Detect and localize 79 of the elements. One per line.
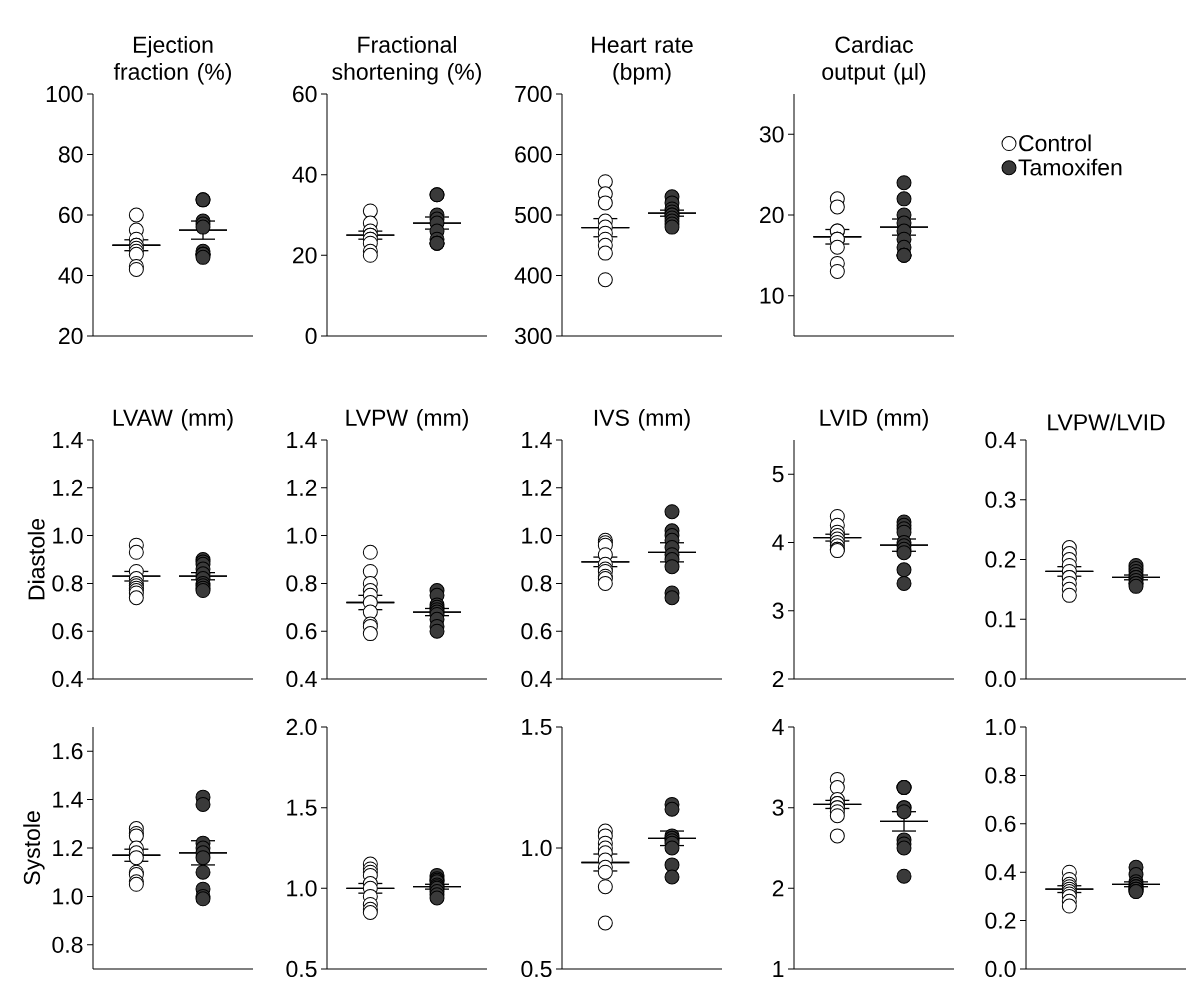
y-tick-label: 0.4 [985,431,1016,449]
y-tick-label: 1.2 [53,839,83,857]
y-tick-label: 0.6 [52,623,83,640]
y-tick-label: 10 [760,287,784,304]
y-tick-label: 20 [760,206,784,224]
y-tick-label: 40 [58,267,83,284]
y-tick-label: 2.0 [286,718,317,736]
y-tick-label: 100 [46,85,83,103]
y-tick-label: 20 [293,247,317,264]
y-tick-label: 600 [515,146,552,163]
y-tick-label: 400 [514,267,552,284]
y-tick-label: 80 [58,146,83,163]
y-tick-label: 3 [772,799,784,816]
y-tick-label: 1.0 [522,527,552,544]
y-tick-label: 2 [772,670,784,688]
y-tick-label: 5 [772,466,784,483]
chart-title: Cardiac output (µl) [822,36,926,85]
y-tick-label: 4 [772,534,784,551]
y-tick-label: 0 [305,327,317,345]
y-tick-label: 1.0 [287,880,317,897]
y-axis-title: Systole [23,811,45,885]
y-tick-label: 1.2 [522,479,552,496]
y-tick-label: 700 [515,85,552,103]
y-tick-label: 0.8 [52,575,83,592]
chart-title: Heart rate (bpm) [592,36,693,85]
y-tick-label: 1.5 [287,799,317,816]
y-tick-label: 1.0 [53,888,83,905]
y-tick-label: 0.8 [985,767,1016,784]
y-tick-label: 0.5 [286,960,317,978]
y-tick-label: 0.2 [985,551,1016,568]
y-tick-label: 1.4 [53,791,83,808]
y-tick-label: 4 [772,719,784,735]
y-tick-label: 60 [293,85,317,103]
y-tick-label: 0.6 [521,623,552,640]
y-tick-label: 1.5 [522,718,552,735]
y-tick-label: 0.5 [521,960,552,978]
chart-title: Ejection fraction (%) [113,36,231,85]
y-tick-label: 60 [59,206,83,224]
y-tick-label: 0.6 [985,815,1016,832]
y-tick-label: 1.4 [522,432,552,448]
chart-title: LVPW (mm) [346,409,468,431]
y-tick-label: 0.0 [985,670,1016,688]
y-axis-title: Diastole [27,518,45,600]
chart-title: LVPW/LVID [1048,413,1165,431]
y-tick-label: 0.4 [52,670,83,688]
y-tick-label: 0.8 [52,936,83,953]
chart-title: IVS (mm) [594,409,690,431]
y-tick-label: 0.4 [985,864,1016,881]
y-tick-label: 2 [772,880,784,897]
y-tick-label: 40 [292,166,317,183]
y-tick-label: 1.0 [287,527,317,544]
chart-title: Fractional shortening (%) [332,36,481,85]
y-tick-label: 1.4 [287,432,317,448]
y-tick-label: 30 [759,126,784,143]
y-tick-label: 1.2 [287,479,317,496]
y-tick-label: 0.4 [521,670,552,688]
y-tick-label: 3 [772,602,784,619]
y-tick-label: 0.4 [286,670,317,688]
y-tick-label: 1.0 [53,527,83,544]
y-tick-label: 0.2 [985,912,1016,929]
legend-label: Control [1019,134,1091,152]
y-tick-label: 0.1 [985,611,1016,628]
y-tick-label: 0.6 [286,623,317,640]
y-tick-label: 20 [59,327,83,345]
y-tick-label: 0.3 [985,491,1016,508]
y-tick-label: 0.0 [985,960,1016,978]
chart-title: LVID (mm) [820,409,928,431]
y-tick-label: 300 [514,327,552,345]
y-tick-label: 1.0 [522,839,552,857]
y-tick-label: 1.0 [986,718,1016,736]
y-tick-label: 1.2 [53,479,83,496]
y-tick-label: 500 [515,206,552,224]
y-tick-label: 0.8 [286,575,317,592]
y-tick-label: 0.8 [521,575,552,592]
y-tick-label: 1 [773,961,784,977]
legend-label: Tamoxifen [1018,158,1122,176]
chart-title: LVAW (mm) [113,409,233,431]
y-tick-label: 1.4 [53,432,83,448]
y-tick-label: 1.6 [53,743,83,760]
